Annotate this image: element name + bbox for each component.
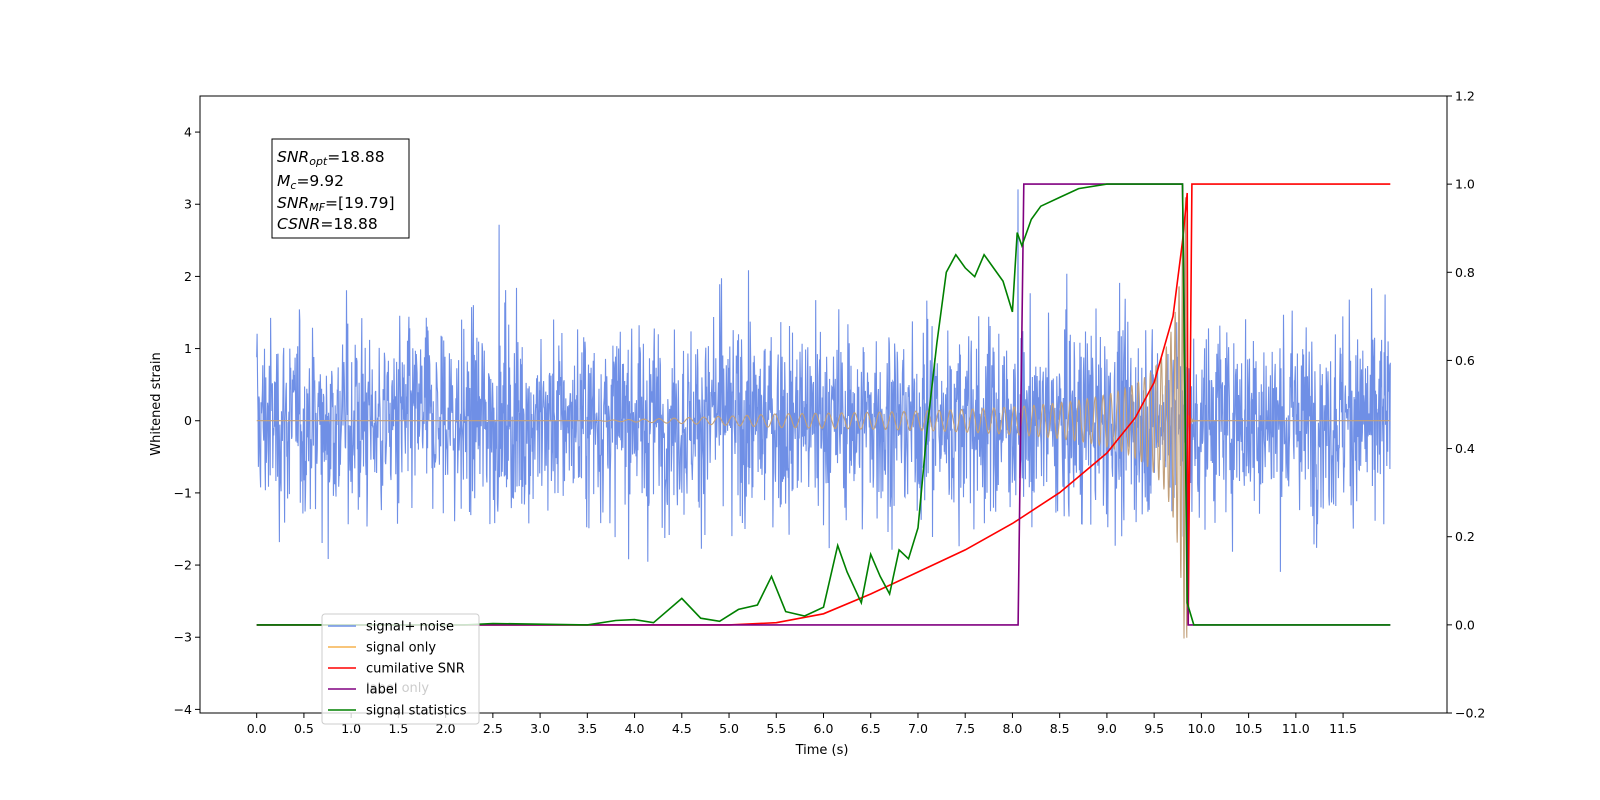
signal-noise-line [256,189,1391,572]
y-right-tick-label: 0.6 [1455,353,1475,368]
y-right-tick-label: 0.8 [1455,265,1475,280]
y-left-tick-label: −3 [174,630,192,645]
x-tick-label: 6.0 [814,721,834,736]
x-tick-label: 3.5 [577,721,597,736]
x-tick-label: 2.5 [483,721,503,736]
x-tick-label: 2.0 [436,721,456,736]
legend-label: signal statistics [366,704,467,719]
annotation-csnr: CSNR=18.88 [277,215,378,233]
legend-label: cumilative SNR [366,662,465,677]
legend-hidden-text: label only [366,681,429,696]
annotation-box: SNRopt=18.88 Mc=9.92 SNRMF=[19.79] CSNR=… [271,138,410,239]
y-axis-left: 4 3 2 1 0 −1 −2 −3 −4 [174,125,200,717]
right-axis-series [256,183,1391,626]
x-tick-label: 10.5 [1235,721,1263,736]
y-right-tick-label: 0.4 [1455,441,1475,456]
y-left-tick-label: 4 [184,125,192,140]
y-left-tick-label: −2 [174,558,192,573]
y-axis-label: Whitened strain [149,352,164,455]
annotation-snr-mf: SNRMF=[19.79] [277,194,395,214]
cumulative-snr-line [256,183,1391,626]
x-tick-label: 9.0 [1097,721,1117,736]
legend: label only signal+ noise signal only cumil… [321,613,480,725]
x-tick-label: 5.0 [719,721,739,736]
x-tick-label: 9.5 [1144,721,1164,736]
x-tick-label: 7.0 [908,721,928,736]
legend-label: signal only [366,641,436,656]
annotation-mc: Mc=9.92 [277,172,344,192]
x-tick-label: 6.5 [861,721,881,736]
legend-label: label [366,683,397,698]
signal-only-series [256,197,1391,639]
y-left-tick-label: 1 [184,341,192,356]
y-left-tick-label: −1 [174,485,192,500]
signal-noise-series [256,189,1391,572]
x-tick-label: 11.0 [1282,721,1310,736]
y-axis-right: 1.2 1.0 0.8 0.6 0.4 0.2 0.0 −0.2 [1447,89,1485,721]
x-tick-label: 8.5 [1050,721,1070,736]
x-tick-label: 4.0 [625,721,645,736]
x-tick-label: 10.0 [1187,721,1215,736]
x-tick-label: 0.5 [294,721,314,736]
x-tick-label: 4.5 [672,721,692,736]
y-right-tick-label: 1.0 [1455,177,1475,192]
x-axis: 0.0 0.5 1.0 1.5 2.0 2.5 3.0 3.5 4.0 4.5 5.0 5.5 6.0 6… [247,713,1357,736]
y-right-tick-label: −0.2 [1455,706,1485,721]
x-tick-label: 1.5 [388,721,408,736]
plot-area [256,183,1391,639]
x-tick-label: 1.0 [341,721,361,736]
x-axis-label: Time (s) [795,743,849,758]
y-right-tick-label: 1.2 [1455,89,1475,104]
x-tick-label: 5.5 [766,721,786,736]
x-tick-label: 3.0 [530,721,550,736]
y-right-tick-label: 0.2 [1455,529,1475,544]
y-left-tick-label: 3 [184,197,192,212]
signal-only-line [256,197,1391,639]
legend-label: signal+ noise [366,620,454,635]
x-tick-label: 8.0 [1002,721,1022,736]
x-tick-label: 7.5 [955,721,975,736]
annotation-snr-opt: SNRopt=18.88 [277,148,385,168]
x-tick-label: 11.5 [1329,721,1357,736]
y-right-tick-label: 0.0 [1455,617,1475,632]
y-left-tick-label: 0 [184,413,192,428]
y-left-tick-label: −4 [174,702,192,717]
y-left-tick-label: 2 [184,269,192,284]
x-tick-label: 0.0 [247,721,267,736]
signal-statistics-line [256,183,1391,626]
